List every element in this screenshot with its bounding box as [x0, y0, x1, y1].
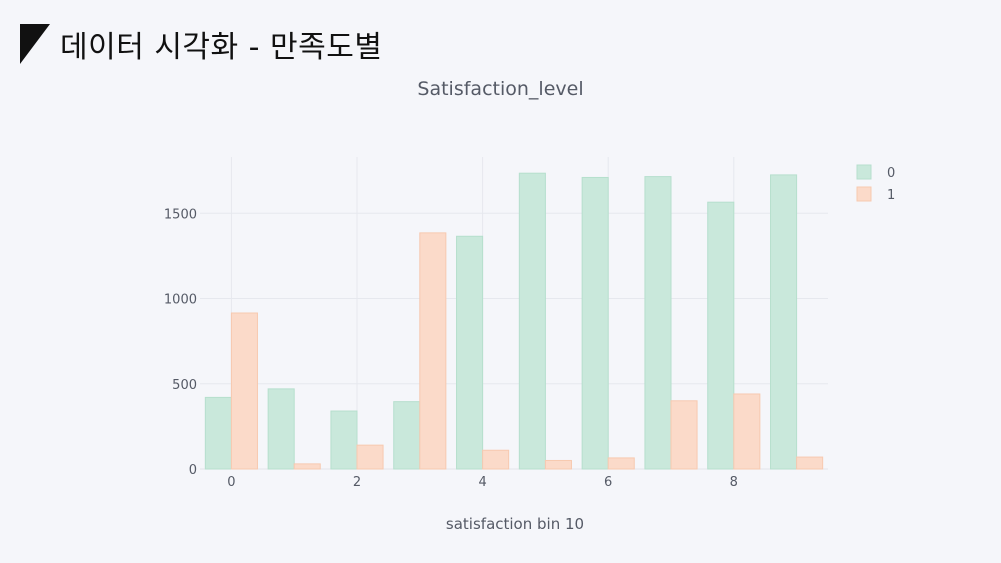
y-tick-label: 0: [189, 463, 197, 478]
bar-series-1-x9[interactable]: [796, 456, 824, 470]
legend[interactable]: 01: [856, 164, 895, 203]
x-tick-label: 4: [478, 475, 486, 490]
y-tick-label: 1500: [164, 207, 197, 222]
legend-swatch-1[interactable]: [856, 186, 872, 202]
corner-triangle-icon: [20, 24, 50, 64]
x-tick-label: 6: [604, 475, 612, 490]
bar-series-0-x1[interactable]: [267, 388, 295, 470]
chart-title: Satisfaction_level: [417, 78, 584, 100]
legend-swatch-0[interactable]: [856, 164, 872, 180]
bar-series-1-x1[interactable]: [293, 463, 321, 470]
legend-label-0[interactable]: 0: [887, 166, 895, 181]
bar-series-1-x4[interactable]: [482, 449, 510, 470]
bar-layer: [204, 172, 824, 470]
bar-series-1-x0[interactable]: [230, 312, 258, 470]
bar-series-1-x6[interactable]: [607, 457, 635, 470]
bar-series-1-x8[interactable]: [733, 393, 761, 470]
bar-series-1-x7[interactable]: [670, 400, 698, 470]
x-tick-label: 8: [730, 475, 738, 490]
x-tick-label: 2: [353, 475, 361, 490]
bar-series-0-x7[interactable]: [644, 176, 672, 470]
bar-series-0-x0[interactable]: [204, 396, 232, 470]
y-tick-label: 500: [172, 378, 197, 393]
bar-series-0-x2[interactable]: [330, 410, 358, 470]
bar-series-0-x9[interactable]: [770, 174, 798, 470]
tick-layer: 0 500 1000 1500 0 2 4 6 8: [164, 207, 738, 490]
bar-series-0-x6[interactable]: [581, 176, 609, 470]
bar-series-0-x4[interactable]: [456, 235, 484, 470]
slide-title: 데이터 시각화 - 만족도별: [60, 30, 383, 65]
bar-series-0-x8[interactable]: [707, 201, 735, 470]
slide-header: 데이터 시각화 - 만족도별: [20, 22, 382, 66]
y-tick-label: 1000: [164, 293, 197, 308]
x-axis-label: satisfaction bin 10: [446, 515, 584, 533]
bar-series-0-x5[interactable]: [518, 172, 546, 470]
bar-series-0-x3[interactable]: [393, 401, 421, 470]
bar-series-1-x3[interactable]: [419, 232, 447, 470]
bar-series-1-x2[interactable]: [356, 444, 384, 470]
legend-label-1[interactable]: 1: [887, 188, 895, 203]
x-tick-label: 0: [227, 475, 235, 490]
bar-series-1-x5[interactable]: [544, 459, 572, 470]
